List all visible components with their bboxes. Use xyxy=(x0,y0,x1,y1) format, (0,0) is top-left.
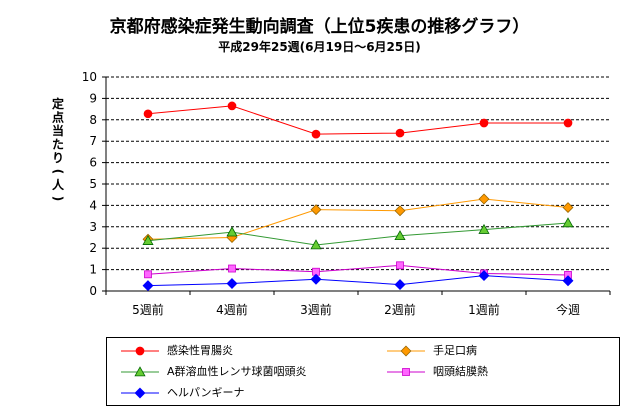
y-tick-label: 7 xyxy=(89,134,97,148)
y-axis-label-char: ) xyxy=(51,196,65,201)
y-tick-label: 2 xyxy=(89,241,97,255)
legend-swatch-icon xyxy=(387,345,425,357)
y-axis-label-char: た xyxy=(52,138,64,152)
data-point xyxy=(395,128,405,138)
data-point xyxy=(310,239,322,250)
y-tick-label: 6 xyxy=(89,156,97,170)
series-line xyxy=(147,264,569,276)
data-point xyxy=(135,346,145,356)
chart-title: 京都府感染症発生動向調査（上位5疾患の推移グラフ） xyxy=(109,17,530,37)
y-tick-label: 10 xyxy=(82,70,97,84)
data-point xyxy=(562,275,574,287)
data-point xyxy=(479,118,489,128)
y-axis-label-char: り xyxy=(52,151,64,165)
data-point xyxy=(400,345,412,357)
data-point xyxy=(478,193,490,205)
legend-label: 手足口病 xyxy=(433,344,477,357)
x-tick-label: 3週前 xyxy=(300,302,332,317)
data-point xyxy=(563,118,573,128)
y-axis-label-char: 人 xyxy=(52,177,65,192)
legend-swatch-icon xyxy=(387,368,425,376)
data-point xyxy=(310,204,322,216)
data-point xyxy=(227,101,237,111)
x-tick-label: 5週前 xyxy=(132,302,164,317)
data-point xyxy=(402,368,410,376)
y-axis-label-char: 当 xyxy=(52,123,64,138)
y-tick-label: 8 xyxy=(89,113,97,127)
data-point xyxy=(228,264,236,273)
data-point xyxy=(562,202,574,214)
data-point xyxy=(142,234,154,245)
data-point xyxy=(144,270,152,279)
data-point xyxy=(394,279,406,291)
data-point xyxy=(143,109,153,119)
y-tick-label: 0 xyxy=(89,284,97,298)
data-point xyxy=(310,273,322,285)
y-tick-label: 9 xyxy=(89,91,97,105)
legend-label: ヘルパンギーナ xyxy=(167,386,245,399)
legend-label: A群溶血性レンサ球菌咽頭炎 xyxy=(167,365,307,378)
data-point xyxy=(394,230,406,241)
data-point xyxy=(478,270,490,282)
y-axis-label-char: 定 xyxy=(52,96,64,111)
y-axis-label-char: 点 xyxy=(52,110,64,125)
y-tick-label: 3 xyxy=(89,220,97,234)
x-tick-label: 今週 xyxy=(556,302,580,317)
legend-swatch-icon xyxy=(121,346,159,356)
series-line xyxy=(147,275,569,287)
chart-legend: 感染性胃腸炎 手足口病 A群溶血性レンサ球菌咽頭炎 咽頭結膜熱ヘルパンギーナ xyxy=(106,337,620,406)
data-point xyxy=(478,223,490,234)
data-point xyxy=(396,261,404,270)
y-tick-label: 5 xyxy=(89,177,97,191)
series-line xyxy=(147,105,568,135)
data-point xyxy=(311,129,321,139)
chart-subtitle: 平成29年25週(6月19日～6月25日) xyxy=(218,40,421,54)
y-axis-label-char: ( xyxy=(51,169,65,174)
y-tick-label: 4 xyxy=(89,198,97,212)
data-point xyxy=(226,278,238,289)
legend-label: 感染性胃腸炎 xyxy=(167,344,233,357)
x-tick-label: 2週前 xyxy=(384,302,416,317)
data-point xyxy=(134,387,146,399)
data-point xyxy=(394,205,406,217)
data-point xyxy=(226,226,238,237)
series-line xyxy=(147,198,569,240)
legend-swatch-icon xyxy=(121,366,159,377)
legend-swatch-icon xyxy=(121,387,159,399)
y-tick-label: 1 xyxy=(89,263,97,277)
data-point xyxy=(562,217,574,228)
legend-label: 咽頭結膜熱 xyxy=(433,365,488,378)
x-tick-label: 4週前 xyxy=(216,302,248,317)
data-point xyxy=(134,366,146,377)
x-tick-label: 1週前 xyxy=(468,302,500,317)
series-line xyxy=(147,222,569,246)
data-point xyxy=(142,280,154,292)
